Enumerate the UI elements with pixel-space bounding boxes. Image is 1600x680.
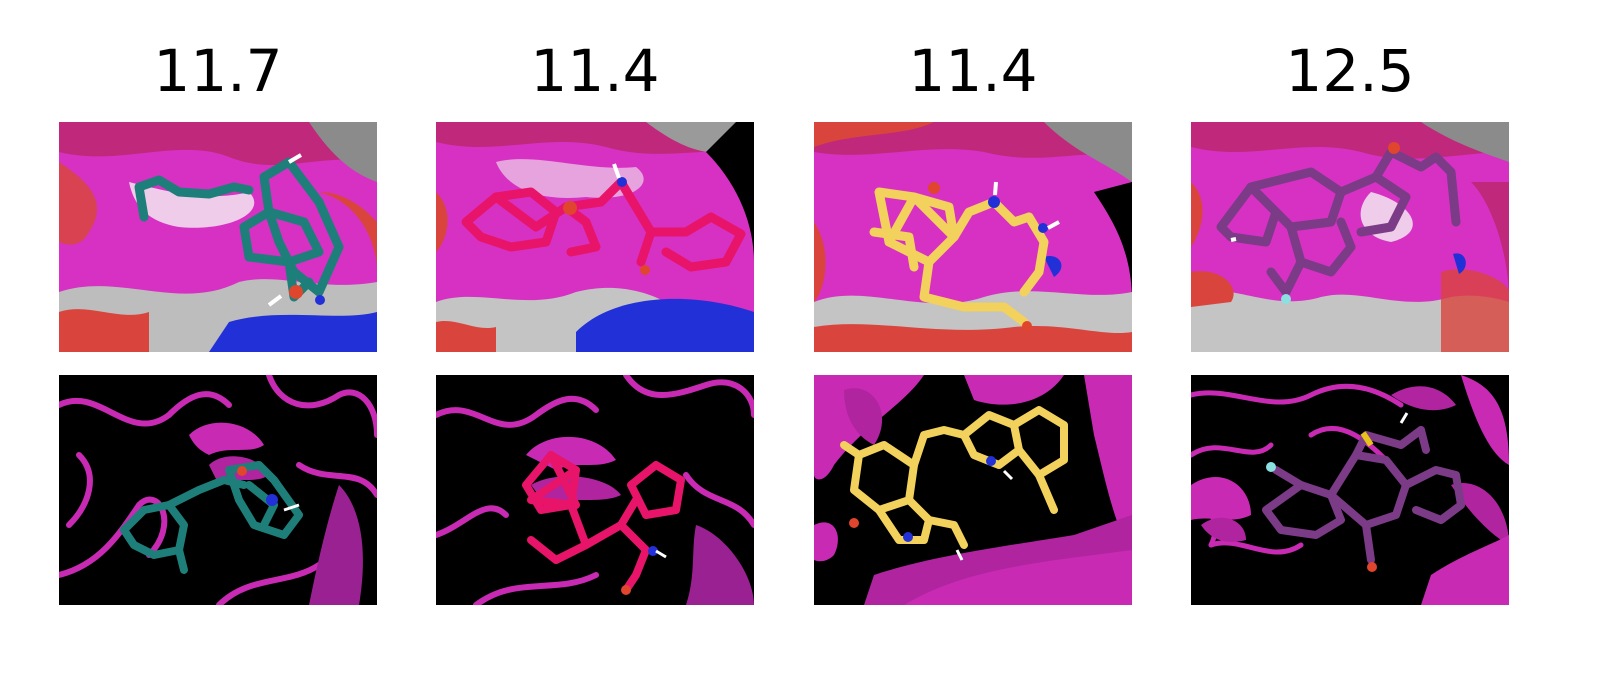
yellow-ligand-cartoon: [840, 406, 1068, 549]
teal-ligand-cartoon: [120, 461, 303, 574]
surface-image-4: [1191, 122, 1509, 352]
crimson-ligand-cartoon: [522, 451, 685, 594]
cartoon-view-4: [1191, 375, 1509, 605]
cartoon-image-1: [59, 375, 377, 605]
purple-ligand: [1216, 147, 1461, 297]
surface-view-3: [814, 122, 1132, 352]
cartoon-view-2: [436, 375, 754, 605]
cartoon-view-1: [59, 375, 377, 605]
cartoon-image-4: [1191, 375, 1509, 605]
panel-column-4: 12.5: [1191, 0, 1509, 680]
surface-view-1: [59, 122, 377, 352]
cartoon-view-3: [814, 375, 1132, 605]
cartoon-image-2: [436, 375, 754, 605]
panel-column-1: 11.7: [59, 0, 377, 680]
surface-image-3: [814, 122, 1132, 352]
score-label-2: 11.4: [530, 37, 660, 105]
crimson-ligand: [461, 177, 746, 272]
surface-image-1: [59, 122, 377, 352]
surface-view-2: [436, 122, 754, 352]
purple-ligand-cartoon: [1262, 426, 1465, 564]
score-label-3: 11.4: [908, 37, 1038, 105]
cartoon-image-3: [814, 375, 1132, 605]
panel-column-3: 11.4: [814, 0, 1132, 680]
surface-view-4: [1191, 122, 1509, 352]
panel-column-2: 11.4: [436, 0, 754, 680]
score-label-1: 11.7: [153, 37, 283, 105]
score-label-4: 12.5: [1285, 37, 1415, 105]
surface-image-2: [436, 122, 754, 352]
